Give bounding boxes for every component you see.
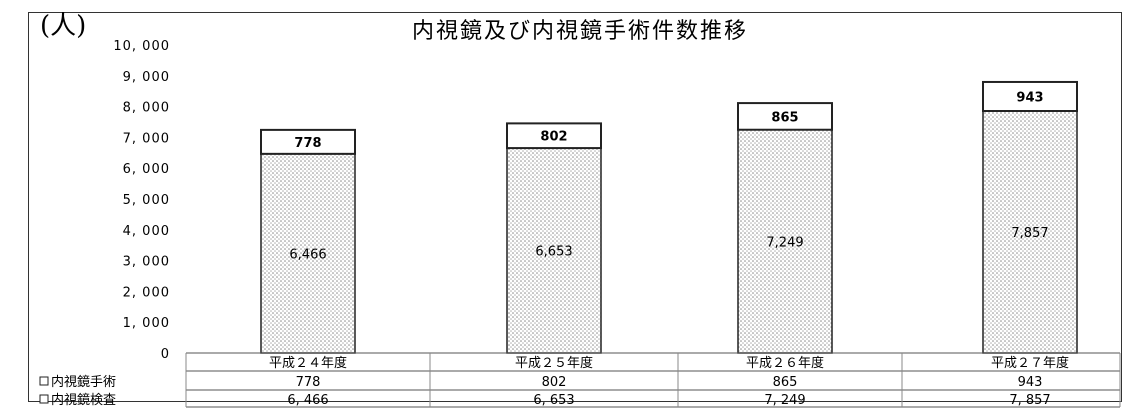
data-label-base: 7,857 — [1011, 226, 1048, 241]
table-cell-内視鏡手術: 943 — [1018, 375, 1043, 390]
y-tick-label: 10, 000 — [113, 39, 170, 54]
bar-segment-内視鏡手術 — [506, 122, 602, 150]
x-category-label: 平成２６年度 — [746, 355, 824, 371]
x-category-label: 平成２７年度 — [991, 355, 1069, 371]
chart-frame — [28, 12, 1122, 402]
legend-swatch — [39, 394, 49, 404]
y-unit-label: (人) — [40, 11, 86, 41]
legend-swatch — [39, 376, 49, 386]
bar-segment-内視鏡手術 — [737, 102, 833, 131]
y-axis: 0 1, 000 2, 000 3, 000 4, 000 5, 000 6, 000 7, … — [113, 39, 170, 362]
y-tick-label: 8, 000 — [123, 101, 170, 116]
data-table: 平成２４年度 778 6, 466 平成２５年度 802 6, 653 平成２６年度 865 7… — [39, 352, 1121, 408]
table-cell-内視鏡手術: 802 — [542, 375, 567, 390]
data-label-top: 865 — [771, 110, 798, 125]
table-cell-内視鏡検査: 7, 249 — [764, 393, 805, 408]
data-label-base: 6,466 — [289, 247, 326, 262]
bar-segment-内視鏡検査 — [737, 128, 833, 354]
y-tick-label: 0 — [161, 347, 170, 362]
data-label-base: 7,249 — [766, 235, 803, 250]
bars: 6,466 778 6,653 802 7,249 865 7,857 943 — [260, 80, 1078, 354]
table-cell-内視鏡検査: 7, 857 — [1009, 393, 1050, 408]
y-tick-label: 4, 000 — [123, 224, 170, 239]
y-tick-label: 5, 000 — [123, 193, 170, 208]
table-cell-内視鏡検査: 6, 653 — [533, 393, 574, 408]
table-cell-内視鏡手術: 778 — [296, 375, 321, 390]
y-tick-label: 2, 000 — [123, 285, 170, 300]
table-cell-内視鏡手術: 865 — [773, 375, 798, 390]
bar-segment-内視鏡手術 — [982, 80, 1078, 113]
y-tick-label: 1, 000 — [123, 316, 170, 331]
data-label-top: 802 — [540, 130, 567, 145]
table-cell-内視鏡検査: 6, 466 — [287, 393, 328, 408]
x-category-label: 平成２５年度 — [515, 355, 593, 371]
x-category-label: 平成２４年度 — [269, 355, 347, 371]
y-tick-label: 3, 000 — [123, 255, 170, 270]
data-label-top: 943 — [1016, 90, 1043, 105]
data-label-base: 6,653 — [535, 245, 572, 260]
bar-segment-内視鏡手術 — [260, 128, 356, 155]
y-tick-label: 9, 000 — [123, 70, 170, 85]
legend-label: 内視鏡検査 — [51, 392, 116, 408]
y-tick-label: 6, 000 — [123, 162, 170, 177]
data-label-top: 778 — [294, 136, 321, 151]
y-tick-label: 7, 000 — [123, 131, 170, 146]
chart-title: 内視鏡及び内視鏡手術件数推移 — [412, 19, 748, 44]
legend-label: 内視鏡手術 — [51, 374, 116, 390]
